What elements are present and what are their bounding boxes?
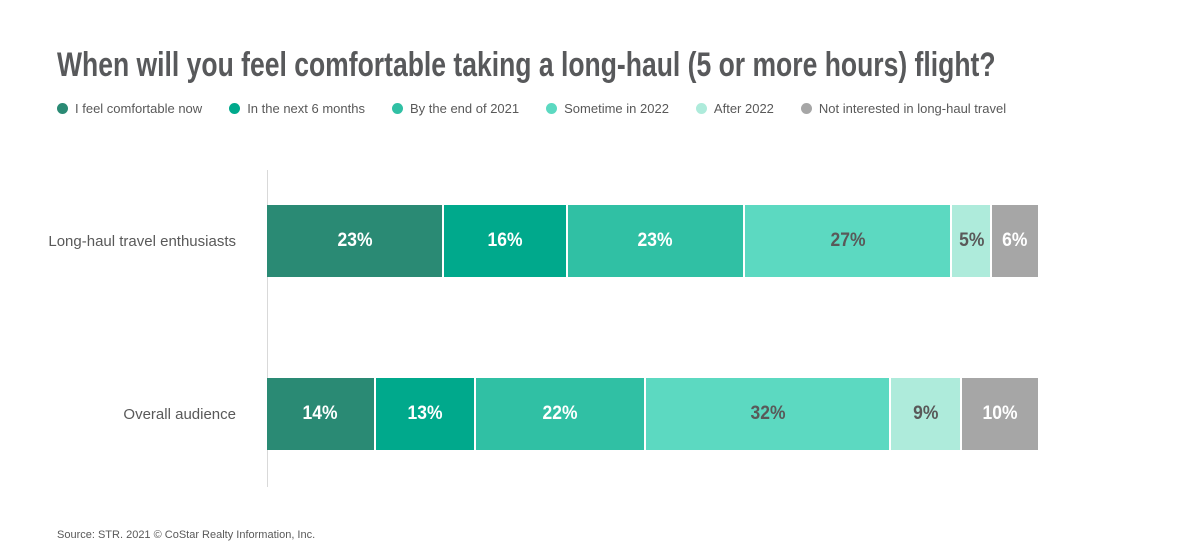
bar-segment: 9% <box>891 378 960 450</box>
bar-segment: 10% <box>961 378 1038 450</box>
source-note: Source: STR. 2021 © CoStar Realty Inform… <box>57 529 316 541</box>
legend-label: Not interested in long-haul travel <box>818 101 1007 116</box>
segment-value: 5% <box>958 230 984 251</box>
chart-area: Long-haul travel enthusiasts 23% 16% 23% 27%… <box>0 170 1200 490</box>
bar-segment: 22% <box>476 378 644 450</box>
legend-item: I feel comfortable now <box>57 101 202 116</box>
legend-label: I feel comfortable now <box>75 101 203 116</box>
legend-label: In the next 6 months <box>247 101 365 116</box>
legend-dot-icon <box>391 103 403 114</box>
segment-value: 23% <box>637 230 673 251</box>
legend-item: Not interested in long-haul travel <box>800 101 1007 116</box>
stacked-bar: 14% 13% 22% 32% 9% 10% <box>267 378 1038 450</box>
legend-label: After 2022 <box>713 101 774 116</box>
segment-value: 13% <box>407 403 443 424</box>
bar-segment: 27% <box>744 205 951 277</box>
legend-dot-icon <box>695 103 707 114</box>
bar-segment: 23% <box>267 205 443 277</box>
stacked-bar: 23% 16% 23% 27% 5% 6% <box>267 205 1038 277</box>
legend-label: Sometime in 2022 <box>564 101 669 116</box>
legend-dot-icon <box>800 103 812 114</box>
legend-label: By the end of 2021 <box>409 101 520 116</box>
bar-row: Overall audience 14% 13% 22% 32% 9% 10% <box>0 378 1200 450</box>
legend-dot-icon <box>229 103 241 114</box>
legend-item: In the next 6 months <box>229 101 365 116</box>
segment-value: 32% <box>750 403 786 424</box>
legend-dot-icon <box>57 103 68 114</box>
bar-category-label: Long-haul travel enthusiasts <box>48 232 236 250</box>
legend-dot-icon <box>546 103 558 114</box>
segment-value: 27% <box>830 230 866 251</box>
bar-row: Long-haul travel enthusiasts 23% 16% 23% 27%… <box>0 205 1200 277</box>
bar-segment: 16% <box>444 205 566 277</box>
bar-segment: 32% <box>645 378 890 450</box>
legend-item: Sometime in 2022 <box>546 101 669 116</box>
legend-item: By the end of 2021 <box>391 101 520 116</box>
segment-value: 14% <box>302 403 338 424</box>
segment-value: 6% <box>1002 230 1028 251</box>
legend-item: After 2022 <box>695 101 774 116</box>
segment-value: 9% <box>913 403 939 424</box>
bar-segment: 5% <box>952 205 991 277</box>
bar-segment: 13% <box>375 378 475 450</box>
chart-title: When will you feel comfortable taking a … <box>57 46 996 84</box>
legend: I feel comfortable now In the next 6 mont… <box>57 101 1006 116</box>
segment-value: 23% <box>337 230 373 251</box>
segment-value: 10% <box>982 403 1018 424</box>
bar-category-label: Overall audience <box>123 405 236 423</box>
bar-segment: 23% <box>567 205 743 277</box>
segment-value: 16% <box>487 230 523 251</box>
bar-segment: 6% <box>992 205 1038 277</box>
y-axis-line <box>267 170 268 487</box>
segment-value: 22% <box>542 403 578 424</box>
bar-segment: 14% <box>267 378 374 450</box>
